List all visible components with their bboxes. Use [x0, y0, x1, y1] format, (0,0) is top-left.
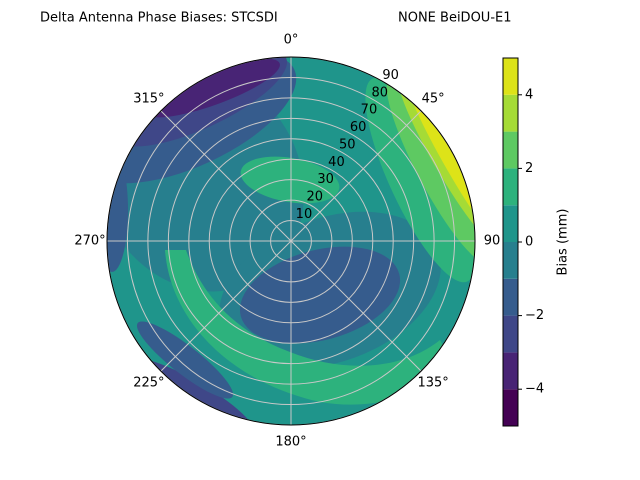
polar-frame — [106, 56, 476, 426]
colorbar-tick-label: 4 — [525, 87, 533, 102]
theta-tick-label: 90 — [484, 234, 501, 249]
grid-spoke — [160, 110, 292, 242]
colorbar-band — [503, 389, 518, 426]
theta-tick-label: 315° — [133, 91, 164, 106]
theta-tick-label: 0° — [284, 33, 299, 48]
contour-region — [165, 250, 452, 405]
chart-subtitle: NONE BeiDOU-E1 — [398, 11, 512, 26]
theta-tick-label: 225° — [133, 376, 164, 391]
chart-title: Delta Antenna Phase Biases: STCSDI — [40, 11, 278, 26]
contour-region — [407, 82, 475, 248]
colorbar-band — [503, 131, 518, 169]
polar-axes: 10 20 30 40 50 60 70 80 90 0° 45° 90 135° 180° 225° 270… — [74, 33, 500, 450]
r-tick-label: 10 — [296, 207, 313, 222]
colorbar-band — [503, 205, 518, 242]
colorbar-band — [503, 58, 518, 95]
colorbar-tick-label: 2 — [525, 161, 533, 176]
r-tick-label: 50 — [339, 137, 356, 152]
colorbar-band — [503, 94, 518, 132]
theta-tick-label: 180° — [275, 435, 306, 450]
colorbar-band — [503, 315, 518, 353]
r-tick-label: 80 — [372, 85, 389, 100]
colorbar-tick-label: 0 — [525, 235, 533, 250]
r-tick-label: 90 — [382, 68, 399, 83]
grid-spoke — [290, 110, 422, 242]
theta-tick-label: 135° — [417, 376, 448, 391]
colorbar-band — [503, 352, 518, 390]
grid-spoke — [290, 240, 422, 372]
r-tick-label: 30 — [317, 172, 334, 187]
r-tick-label: 20 — [307, 189, 324, 204]
colorbar-tick-label: −2 — [525, 308, 544, 323]
colorbar-band — [503, 168, 518, 206]
grid-spoke — [160, 240, 292, 372]
colorbar-tick-label: −4 — [525, 382, 544, 397]
contour-region — [144, 58, 280, 118]
theta-tick-label: 45° — [422, 91, 445, 106]
colorbar-band — [503, 242, 518, 279]
r-tick-label: 60 — [350, 120, 367, 135]
r-tick-label: 40 — [328, 155, 345, 170]
r-tick-label: 70 — [361, 103, 378, 118]
theta-tick-label: 270° — [74, 234, 105, 249]
colorbar-label: Bias (mm) — [556, 209, 571, 276]
colorbar-band — [503, 278, 518, 316]
